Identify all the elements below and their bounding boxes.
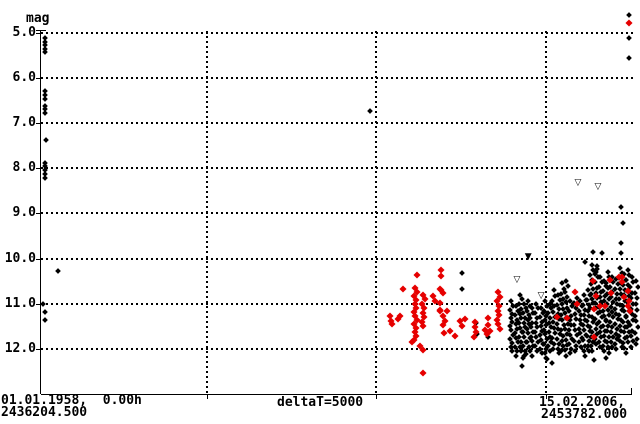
data-point <box>618 203 624 210</box>
data-point <box>55 268 61 275</box>
x-axis-start-date: 01.01.1958, 0.00h <box>1 393 142 408</box>
data-point <box>43 137 49 143</box>
y-tick <box>36 213 41 215</box>
data-point <box>459 285 465 292</box>
gridline-jd <box>544 31 547 394</box>
data-point <box>633 295 640 302</box>
data-point <box>634 307 640 313</box>
data-point <box>436 299 444 307</box>
gridline-mag <box>41 76 633 79</box>
y-axis-line <box>40 30 41 394</box>
data-point <box>512 352 519 359</box>
x-tick <box>376 395 377 399</box>
data-point <box>634 284 640 290</box>
data-point <box>399 285 407 293</box>
data-point <box>626 55 632 62</box>
y-axis-top-tick <box>36 30 46 31</box>
y-tick <box>36 77 41 79</box>
data-point <box>529 352 536 359</box>
data-point <box>459 270 465 277</box>
x-tick <box>545 395 547 399</box>
data-point <box>618 240 624 246</box>
y-tick <box>36 32 41 34</box>
x-axis-line <box>41 394 632 395</box>
gridline-jd <box>375 31 377 394</box>
gridline-mag <box>41 31 633 34</box>
data-point <box>591 356 597 363</box>
data-point <box>419 322 427 330</box>
gridline-mag <box>41 212 633 215</box>
data-point <box>42 110 48 116</box>
y-tick <box>36 348 41 350</box>
data-point <box>549 359 555 366</box>
y-tick-label: 7.0 <box>12 114 36 130</box>
gridline-mag <box>41 257 633 260</box>
data-point <box>519 363 525 369</box>
data-point <box>589 348 595 355</box>
y-axis-title: mag <box>26 11 50 26</box>
data-point <box>437 272 445 280</box>
data-point <box>634 324 640 330</box>
data-point <box>551 287 557 293</box>
y-tick-label: 10.0 <box>4 250 36 266</box>
fainter-than-icon: ▽ <box>537 290 545 301</box>
x-axis-end-date: 15.02.2006, 1 <box>539 395 640 410</box>
data-point <box>42 49 48 56</box>
y-tick-label: 9.0 <box>12 205 36 221</box>
x-tick <box>206 395 208 399</box>
fainter-than-icon: ▽ <box>574 178 582 189</box>
data-point <box>625 19 633 27</box>
data-point <box>606 349 613 356</box>
data-point <box>599 250 605 256</box>
data-point <box>451 332 459 340</box>
x-axis-end-tick <box>631 388 632 395</box>
fainter-than-icon: ▽ <box>513 274 521 285</box>
data-point <box>626 12 632 19</box>
gridline-mag <box>41 167 633 170</box>
data-point <box>42 96 48 103</box>
gridline-mag <box>41 347 633 350</box>
data-point <box>571 287 579 296</box>
y-tick-label: 11.0 <box>4 295 36 311</box>
data-point <box>582 352 588 359</box>
data-point <box>626 35 632 41</box>
data-point <box>590 249 596 256</box>
fainter-than-icon: ▽ <box>594 182 602 193</box>
y-tick-label: 6.0 <box>12 69 36 85</box>
y-tick-label: 5.0 <box>12 24 36 40</box>
gridline-jd <box>205 31 208 394</box>
y-tick <box>36 122 41 124</box>
data-point <box>582 259 588 265</box>
y-tick <box>36 258 41 260</box>
y-tick-label: 12.0 <box>4 340 36 356</box>
data-point <box>461 315 469 323</box>
data-point <box>458 322 466 330</box>
y-tick <box>36 303 41 305</box>
fainter-than-icon: ▼ <box>524 251 532 262</box>
data-point <box>622 350 629 357</box>
gridline-mag <box>41 302 633 305</box>
data-point <box>419 369 427 377</box>
data-point <box>620 220 626 227</box>
data-point <box>618 250 624 256</box>
x-axis-end-jd: 2453782.000 <box>541 407 628 422</box>
y-tick <box>36 168 41 170</box>
y-tick-label: 8.0 <box>12 160 36 176</box>
data-point <box>413 271 421 279</box>
x-axis-delta-label: deltaT=5000 <box>277 395 364 410</box>
x-axis-start-jd: 2436204.500 <box>1 405 88 420</box>
data-point <box>367 108 373 114</box>
data-point <box>42 308 48 315</box>
data-point <box>42 317 48 323</box>
gridline-mag <box>41 121 633 124</box>
data-point <box>42 175 48 181</box>
data-point <box>388 320 396 328</box>
